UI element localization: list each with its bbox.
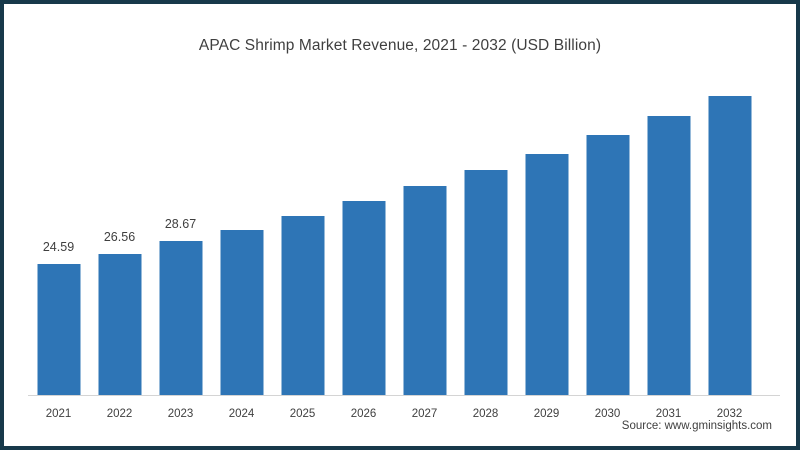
x-tick-label-2024: 2024 (228, 408, 255, 420)
x-tick-2031: 2031 (638, 396, 699, 420)
x-tick-2027: 2027 (394, 396, 455, 420)
bar-slot-2025 (272, 74, 333, 395)
x-tick-2025: 2025 (272, 396, 333, 420)
bar-2022[interactable] (98, 254, 141, 395)
x-tick-2022: 2022 (89, 396, 150, 420)
bar-2032[interactable] (708, 96, 751, 395)
bar-slot-2030 (577, 74, 638, 395)
bar-slot-2021: 24.59 (28, 74, 89, 395)
plot-area: 24.59 26.56 28.67 (28, 74, 780, 396)
x-axis-line (28, 395, 780, 396)
x-tick-label-2030: 2030 (594, 408, 621, 420)
bar-slot-2028 (455, 74, 516, 395)
bar-2027[interactable] (403, 186, 446, 395)
x-tick-2028: 2028 (455, 396, 516, 420)
x-tick-2029: 2029 (516, 396, 577, 420)
x-tick-label-2027: 2027 (411, 408, 438, 420)
bar-2028[interactable] (464, 170, 507, 395)
bar-slot-2029 (516, 74, 577, 395)
x-tick-label-2026: 2026 (350, 408, 377, 420)
x-tick-label-2022: 2022 (106, 408, 133, 420)
chart-title: APAC Shrimp Market Revenue, 2021 - 2032 … (198, 37, 602, 54)
x-tick-label-2023: 2023 (167, 408, 194, 420)
x-tick-2026: 2026 (333, 396, 394, 420)
x-tick-label-2021: 2021 (45, 408, 72, 420)
x-axis-tick-labels: 2021 2022 2023 2024 2025 2026 2027 2028 … (28, 396, 780, 420)
x-tick-2023: 2023 (150, 396, 211, 420)
bar-value-label-2023: 28.67 (164, 217, 197, 231)
x-tick-2032: 2032 (699, 396, 760, 420)
x-tick-2030: 2030 (577, 396, 638, 420)
bar-value-label-2022: 26.56 (103, 230, 136, 244)
x-tick-label-2029: 2029 (533, 408, 560, 420)
bar-slot-2022: 26.56 (89, 74, 150, 395)
source-attribution: Source: www.gminsights.com (621, 420, 772, 432)
x-tick-label-2032: 2032 (716, 408, 743, 420)
bar-2030[interactable] (586, 135, 629, 395)
bar-2023[interactable] (159, 241, 202, 395)
bar-2029[interactable] (525, 154, 568, 395)
bar-slot-2031 (638, 74, 699, 395)
bar-slot-2026 (333, 74, 394, 395)
x-tick-2021: 2021 (28, 396, 89, 420)
x-tick-label-2028: 2028 (472, 408, 499, 420)
bar-value-label-2021: 24.59 (42, 240, 75, 254)
x-tick-label-2031: 2031 (655, 408, 682, 420)
bar-slot-2023: 28.67 (150, 74, 211, 395)
bar-slot-2032 (699, 74, 760, 395)
bar-slot-2024 (211, 74, 272, 395)
bar-2025[interactable] (281, 216, 324, 395)
x-tick-2024: 2024 (211, 396, 272, 420)
bar-2031[interactable] (647, 116, 690, 395)
bar-2024[interactable] (220, 230, 263, 395)
x-tick-label-2025: 2025 (289, 408, 316, 420)
bar-slot-2027 (394, 74, 455, 395)
bar-2026[interactable] (342, 201, 385, 395)
bar-2021[interactable] (37, 264, 80, 395)
